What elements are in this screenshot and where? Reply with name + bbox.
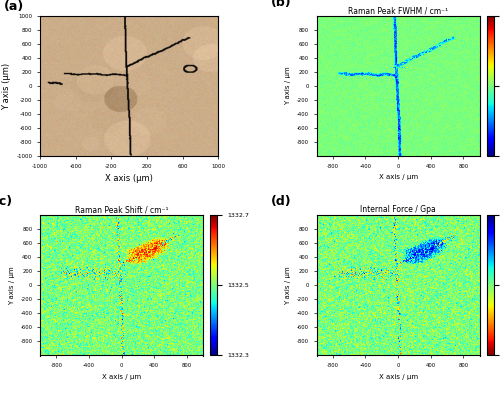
- X-axis label: X axis / μm: X axis / μm: [378, 174, 418, 181]
- X-axis label: X axis / μm: X axis / μm: [102, 374, 141, 380]
- Text: (b): (b): [271, 0, 291, 9]
- X-axis label: X axis (μm): X axis (μm): [106, 174, 153, 183]
- Text: (a): (a): [4, 0, 24, 13]
- Y-axis label: Y axis (μm): Y axis (μm): [2, 62, 11, 109]
- Y-axis label: Y axis / μm: Y axis / μm: [286, 67, 292, 105]
- X-axis label: X axis / μm: X axis / μm: [378, 374, 418, 380]
- Title: Raman Peak FWHM / cm⁻¹: Raman Peak FWHM / cm⁻¹: [348, 6, 448, 15]
- Y-axis label: Y axis / μm: Y axis / μm: [9, 266, 15, 305]
- Y-axis label: Y axis / μm: Y axis / μm: [286, 266, 292, 305]
- Text: (d): (d): [271, 195, 291, 208]
- Text: (c): (c): [0, 195, 14, 208]
- Title: Internal Force / Gpa: Internal Force / Gpa: [360, 205, 436, 214]
- Title: Raman Peak Shift / cm⁻¹: Raman Peak Shift / cm⁻¹: [75, 205, 168, 214]
